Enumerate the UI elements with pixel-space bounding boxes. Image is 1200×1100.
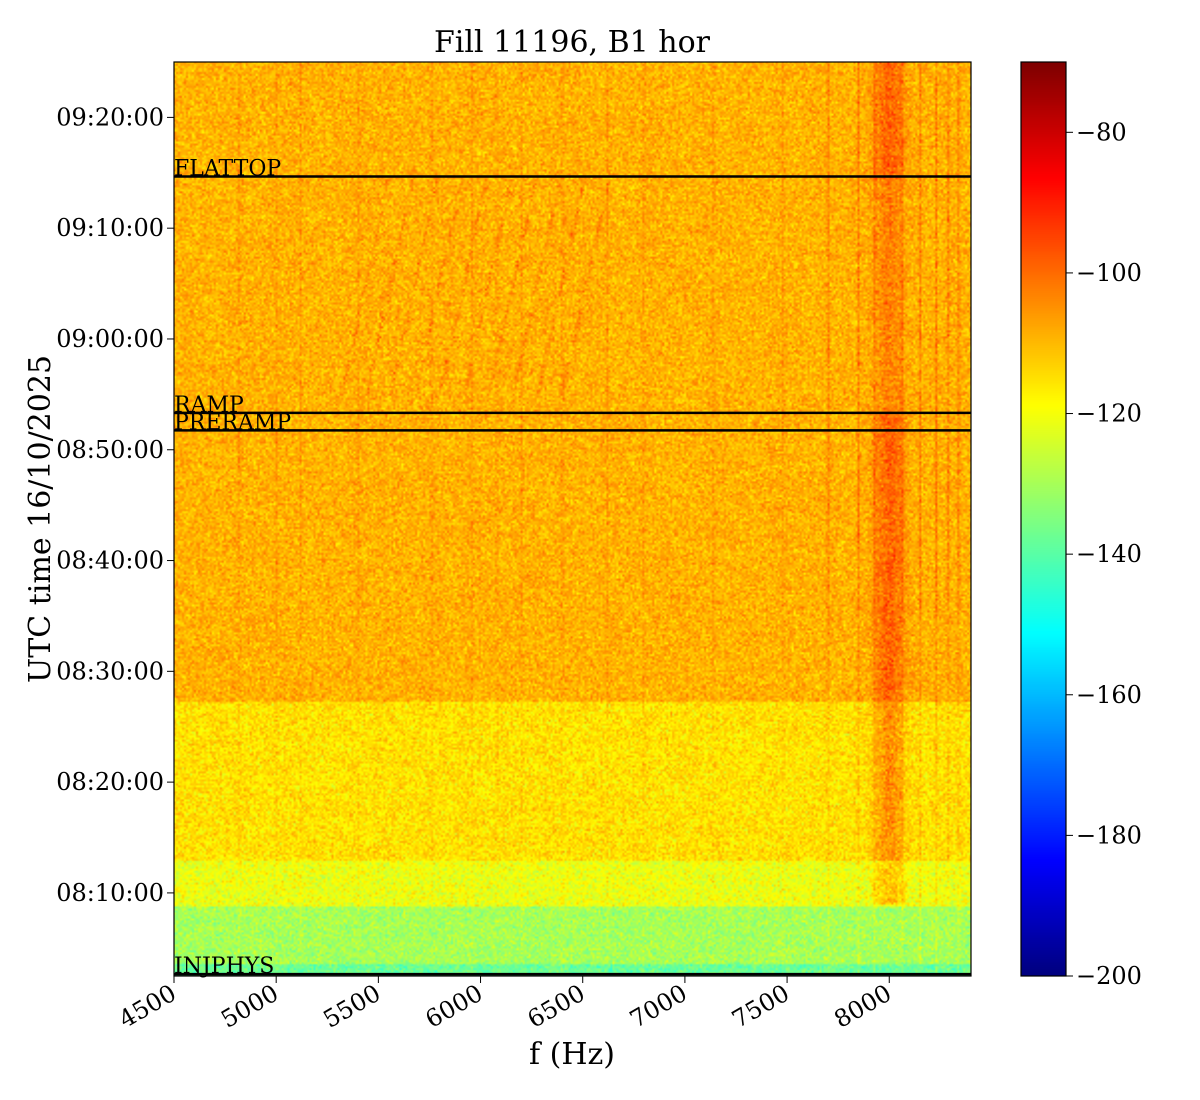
- colorbar-axis: −80 −100 −120 −140 −160 −180 −200: [1066, 118, 1142, 990]
- x-tick-label: 4500: [114, 979, 181, 1034]
- x-tick-label: 7500: [727, 979, 794, 1034]
- y-tick-label: 09:10:00: [56, 214, 164, 242]
- event-label: FLATTOP: [174, 156, 281, 181]
- x-tick-label: 7000: [625, 979, 692, 1034]
- event-label: RAMP: [174, 393, 244, 418]
- colorbar-tick-label: −200: [1076, 962, 1142, 990]
- event-label: PRERAMP: [174, 410, 291, 435]
- x-tick-label: 6000: [421, 979, 488, 1034]
- colorbar-tick-label: −160: [1076, 681, 1142, 709]
- y-tick-label: 09:20:00: [56, 103, 164, 131]
- y-tick-label: 09:00:00: [56, 325, 164, 353]
- x-tick-label: 8000: [829, 979, 896, 1034]
- y-tick-label: 08:40:00: [56, 547, 164, 575]
- colorbar-tick-label: −180: [1076, 821, 1142, 849]
- x-tick-label: 6500: [523, 979, 590, 1034]
- x-axis: 4500 5000 5500 6000 6500 7000 7500 8000: [114, 976, 896, 1034]
- y-axis: 08:10:00 08:20:00 08:30:00 08:40:00 08:50:00…: [56, 103, 174, 907]
- x-tick-label: 5000: [216, 979, 283, 1034]
- y-tick-label: 08:50:00: [56, 436, 164, 464]
- x-axis-label: f (Hz): [529, 1037, 615, 1072]
- plot-frame: [173, 61, 972, 977]
- colorbar-gradient: [1021, 62, 1066, 976]
- colorbar-tick-label: −140: [1076, 540, 1142, 568]
- heatmap-image: [174, 62, 971, 976]
- colorbar-tick-label: −80: [1076, 118, 1127, 146]
- x-tick-label: 5500: [318, 979, 385, 1034]
- colorbar: −80 −100 −120 −140 −160 −180 −200: [1020, 61, 1142, 990]
- event-label: INJPHYS: [174, 954, 274, 979]
- y-tick-label: 08:20:00: [56, 768, 164, 796]
- colorbar-tick-label: −100: [1076, 259, 1142, 287]
- colorbar-tick-label: −120: [1076, 400, 1142, 428]
- chart-title: Fill 11196, B1 hor: [434, 25, 711, 60]
- colorbar-frame: [1020, 61, 1067, 977]
- y-tick-label: 08:30:00: [56, 657, 164, 685]
- y-tick-label: 08:10:00: [56, 879, 164, 907]
- y-axis-label: UTC time 16/10/2025: [23, 355, 58, 683]
